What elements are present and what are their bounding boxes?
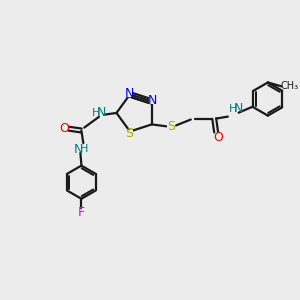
Text: N: N xyxy=(234,102,243,115)
FancyBboxPatch shape xyxy=(124,130,134,137)
Text: N: N xyxy=(97,106,106,119)
Text: O: O xyxy=(213,130,223,144)
Text: H: H xyxy=(80,144,88,154)
FancyBboxPatch shape xyxy=(226,105,240,113)
Text: S: S xyxy=(167,120,175,133)
Text: H: H xyxy=(229,104,237,114)
Text: N: N xyxy=(148,94,158,107)
Text: H: H xyxy=(92,108,100,118)
FancyBboxPatch shape xyxy=(214,134,222,140)
FancyBboxPatch shape xyxy=(167,122,176,130)
Text: N: N xyxy=(124,87,134,100)
FancyBboxPatch shape xyxy=(89,109,103,117)
Text: CH₃: CH₃ xyxy=(280,81,298,92)
Text: O: O xyxy=(59,122,69,135)
FancyBboxPatch shape xyxy=(60,125,68,132)
Text: N: N xyxy=(74,142,83,155)
FancyBboxPatch shape xyxy=(149,97,157,104)
Text: F: F xyxy=(78,206,85,219)
Text: S: S xyxy=(125,127,133,140)
FancyBboxPatch shape xyxy=(77,208,86,216)
FancyBboxPatch shape xyxy=(125,90,133,97)
FancyBboxPatch shape xyxy=(72,145,85,153)
